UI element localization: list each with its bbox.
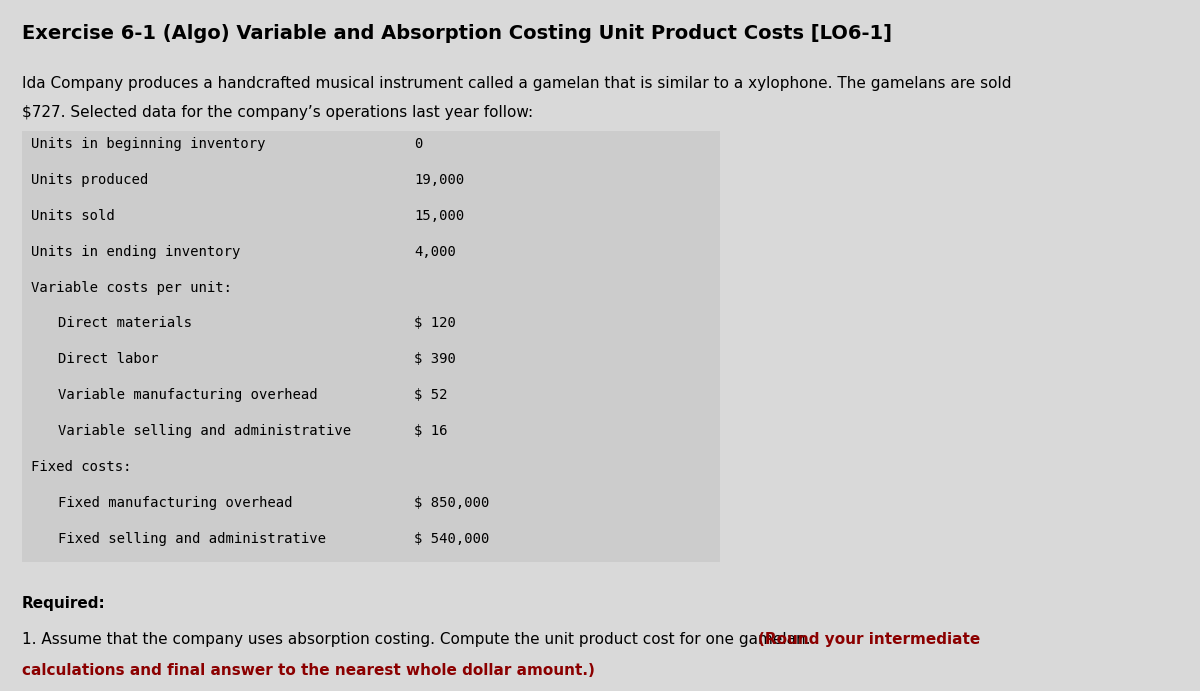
Text: (Round your intermediate: (Round your intermediate — [758, 632, 980, 647]
Text: Variable selling and administrative: Variable selling and administrative — [58, 424, 350, 438]
Text: Direct labor: Direct labor — [58, 352, 158, 366]
Text: Units produced: Units produced — [31, 173, 149, 187]
Text: 1. Assume that the company uses absorption costing. Compute the unit product cos: 1. Assume that the company uses absorpti… — [22, 632, 815, 647]
Text: Fixed costs:: Fixed costs: — [31, 460, 132, 474]
Text: Direct materials: Direct materials — [58, 316, 192, 330]
Text: $ 120: $ 120 — [414, 316, 456, 330]
Text: 19,000: 19,000 — [414, 173, 464, 187]
Text: Units in ending inventory: Units in ending inventory — [31, 245, 240, 258]
Text: Units sold: Units sold — [31, 209, 115, 223]
Text: $ 16: $ 16 — [414, 424, 448, 438]
Text: $ 52: $ 52 — [414, 388, 448, 402]
FancyBboxPatch shape — [22, 131, 720, 562]
Text: Required:: Required: — [22, 596, 106, 611]
Text: 15,000: 15,000 — [414, 209, 464, 223]
Text: Variable costs per unit:: Variable costs per unit: — [31, 281, 233, 294]
Text: Ida Company produces a handcrafted musical instrument called a gamelan that is s: Ida Company produces a handcrafted music… — [22, 76, 1012, 91]
Text: $727. Selected data for the company’s operations last year follow:: $727. Selected data for the company’s op… — [22, 105, 533, 120]
Text: calculations and final answer to the nearest whole dollar amount.): calculations and final answer to the nea… — [22, 663, 594, 679]
Text: Fixed manufacturing overhead: Fixed manufacturing overhead — [58, 496, 292, 510]
Text: Units in beginning inventory: Units in beginning inventory — [31, 137, 265, 151]
Text: Variable manufacturing overhead: Variable manufacturing overhead — [58, 388, 317, 402]
Text: 0: 0 — [414, 137, 422, 151]
Text: Exercise 6-1 (Algo) Variable and Absorption Costing Unit Product Costs [LO6-1]: Exercise 6-1 (Algo) Variable and Absorpt… — [22, 24, 892, 43]
Text: $ 850,000: $ 850,000 — [414, 496, 490, 510]
Text: 4,000: 4,000 — [414, 245, 456, 258]
Text: $ 540,000: $ 540,000 — [414, 532, 490, 546]
Text: $ 390: $ 390 — [414, 352, 456, 366]
Text: Fixed selling and administrative: Fixed selling and administrative — [58, 532, 325, 546]
